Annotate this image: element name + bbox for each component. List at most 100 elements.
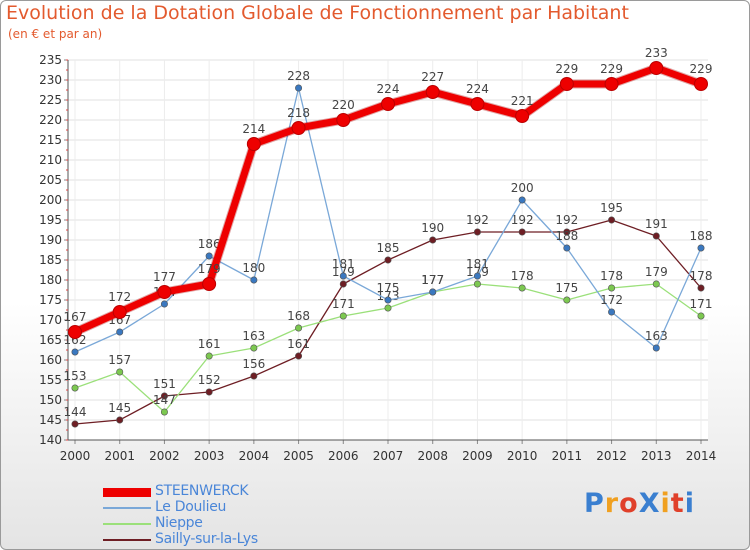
data-label: 220 xyxy=(332,98,355,112)
data-point xyxy=(160,300,168,308)
data-point xyxy=(295,84,303,92)
data-point xyxy=(71,348,79,356)
data-point xyxy=(381,97,395,111)
data-label: 188 xyxy=(555,229,578,243)
data-label: 161 xyxy=(198,337,221,351)
data-point xyxy=(250,344,258,352)
data-point xyxy=(291,121,306,135)
data-label: 228 xyxy=(287,69,310,83)
data-point xyxy=(563,244,571,252)
y-tick-label: 145 xyxy=(39,413,62,427)
x-tick-label: 2006 xyxy=(328,449,359,463)
data-label: 151 xyxy=(153,377,176,391)
data-point xyxy=(697,244,705,252)
data-point xyxy=(563,296,571,304)
y-tick-label: 190 xyxy=(39,233,62,247)
data-point xyxy=(157,285,172,299)
y-tick-label: 165 xyxy=(39,333,62,347)
legend-swatch xyxy=(103,487,151,497)
y-tick-label: 185 xyxy=(39,253,62,267)
data-point xyxy=(205,388,213,396)
data-point xyxy=(473,228,481,236)
data-point xyxy=(336,113,351,127)
data-point xyxy=(697,312,705,320)
data-point xyxy=(246,137,261,151)
legend-label: STEENWERCK xyxy=(155,483,249,499)
data-label: 145 xyxy=(108,401,131,415)
x-tick-label: 2005 xyxy=(283,449,314,463)
data-point xyxy=(339,312,347,320)
data-point xyxy=(160,408,168,416)
data-label: 178 xyxy=(690,269,713,283)
legend-swatch xyxy=(103,539,151,541)
data-point xyxy=(160,392,168,400)
x-tick-label: 2012 xyxy=(596,449,627,463)
data-point xyxy=(515,109,530,123)
data-point xyxy=(652,280,660,288)
legend-label: Sailly-sur-la-Lys xyxy=(155,531,258,547)
data-point xyxy=(608,284,616,292)
data-point xyxy=(68,325,82,339)
data-label: 195 xyxy=(600,201,623,215)
x-tick-label: 2008 xyxy=(417,449,448,463)
data-label: 162 xyxy=(64,333,87,347)
data-label: 214 xyxy=(242,122,265,136)
data-label: 153 xyxy=(64,369,87,383)
data-label: 172 xyxy=(108,290,131,304)
data-point xyxy=(116,368,124,376)
y-tick-label: 160 xyxy=(39,353,62,367)
x-tick-label: 2007 xyxy=(373,449,404,463)
x-tick-label: 2013 xyxy=(641,449,672,463)
data-point xyxy=(470,97,485,111)
data-point xyxy=(429,288,437,296)
data-point xyxy=(429,236,437,244)
data-label: 177 xyxy=(421,273,444,287)
data-label: 178 xyxy=(511,269,534,283)
data-label: 179 xyxy=(198,262,221,276)
data-point xyxy=(295,352,303,360)
data-label: 180 xyxy=(242,261,265,275)
data-point xyxy=(425,85,440,99)
y-tick-label: 210 xyxy=(39,153,62,167)
data-label: 227 xyxy=(421,70,444,84)
chart-subtitle: (en € et par an) xyxy=(8,27,103,41)
data-label: 175 xyxy=(555,281,578,295)
data-point xyxy=(384,304,392,312)
legend-label: Le Doulieu xyxy=(155,499,227,515)
data-label: 171 xyxy=(332,297,355,311)
y-tick-label: 170 xyxy=(39,313,62,327)
data-point xyxy=(339,272,347,280)
data-label: 172 xyxy=(600,293,623,307)
data-point xyxy=(202,277,217,291)
data-label: 190 xyxy=(421,221,444,235)
data-label: 229 xyxy=(600,62,623,76)
x-tick-label: 2010 xyxy=(507,449,538,463)
data-label: 186 xyxy=(198,237,221,251)
data-label: 188 xyxy=(690,229,713,243)
data-label: 168 xyxy=(287,309,310,323)
data-point xyxy=(518,284,526,292)
data-point xyxy=(608,308,616,316)
legend-swatch xyxy=(103,523,151,525)
y-tick-label: 180 xyxy=(39,273,62,287)
data-point xyxy=(518,196,526,204)
data-label: 229 xyxy=(555,62,578,76)
data-point xyxy=(652,344,660,352)
y-tick-label: 140 xyxy=(39,433,62,447)
data-label: 181 xyxy=(332,257,355,271)
data-point xyxy=(608,216,616,224)
data-point xyxy=(384,296,392,304)
y-tick-label: 235 xyxy=(39,53,62,67)
data-label: 191 xyxy=(645,217,668,231)
data-point xyxy=(697,284,705,292)
data-point xyxy=(71,420,79,428)
data-point xyxy=(339,280,347,288)
x-tick-label: 2009 xyxy=(462,449,493,463)
proxiti-logo: ProXiti xyxy=(584,488,695,519)
x-tick-label: 2004 xyxy=(239,449,270,463)
data-point xyxy=(473,272,481,280)
data-point xyxy=(559,77,574,91)
data-label: 157 xyxy=(108,353,131,367)
x-tick-label: 2011 xyxy=(552,449,583,463)
